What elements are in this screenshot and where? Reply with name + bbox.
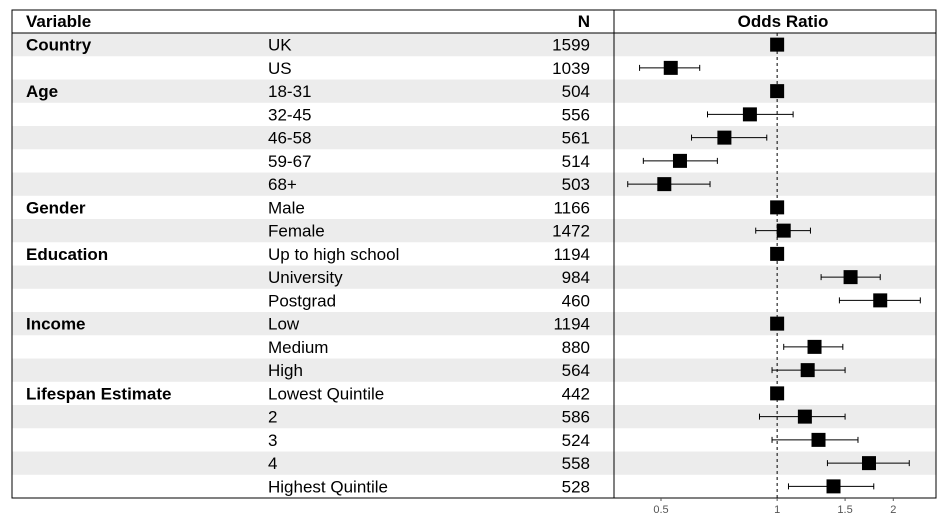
odds-ratio-point [770,386,785,401]
n-value: 561 [562,129,590,148]
table-border [11,9,937,499]
level-label: 68+ [268,175,297,194]
row-band [12,219,936,243]
n-value: 504 [562,82,590,101]
n-value: 528 [562,477,590,496]
level-label: UK [268,36,292,55]
level-label: Low [268,315,300,334]
table-frame [11,9,937,499]
n-value: 558 [562,454,590,473]
x-tick-label: 0.5 [653,504,668,516]
level-label: 46-58 [268,129,311,148]
odds-ratio-point [657,177,672,192]
odds-ratio-point [776,223,791,238]
plot-marks [627,33,921,498]
odds-ratio-point [811,432,826,447]
odds-ratio-point [800,363,815,378]
level-label: Highest Quintile [268,477,388,496]
odds-ratio-point [826,479,841,494]
n-header: N [578,12,590,31]
level-label: 18-31 [268,82,311,101]
n-value: 586 [562,408,590,427]
n-value: 460 [562,291,590,310]
n-value: 556 [562,105,590,124]
x-tick-label: 1 [774,504,780,516]
row-bands [12,33,936,475]
odds-ratio-point [797,409,812,424]
row-band [12,265,936,289]
level-label: Female [268,222,325,241]
level-label: Up to high school [268,245,399,264]
odds-ratio-point [770,200,785,215]
level-label: Postgrad [268,291,336,310]
odds-ratio-point [672,153,687,168]
row-band [12,172,936,196]
x-tick-label: 1.5 [837,504,852,516]
n-value: 1194 [553,315,590,334]
group-label: Country [26,36,92,55]
odds-ratio-point [717,130,732,145]
odds-ratio-point [807,339,822,354]
odds-ratio-point [770,37,785,52]
n-value: 524 [562,431,590,450]
n-value: 1039 [552,59,590,78]
n-value: 1166 [553,198,590,217]
variable-header: Variable [26,12,91,31]
x-tick-label: 2 [890,504,896,516]
level-label: Male [268,198,305,217]
n-value: 1599 [552,36,590,55]
row-band [12,33,936,57]
odds-ratio-header: Odds Ratio [738,12,829,31]
group-label: Education [26,245,108,264]
odds-ratio-point [843,270,858,285]
odds-ratio-point [770,246,785,261]
odds-ratio-point [742,107,757,122]
n-value: 503 [562,175,590,194]
level-label: Medium [268,338,328,357]
n-value: 880 [562,338,590,357]
row-band [12,79,936,103]
level-label: 2 [268,408,277,427]
odds-ratio-point [873,293,888,308]
n-value: 442 [562,384,590,403]
level-label: US [268,59,292,78]
row-band [12,126,936,150]
group-label: Gender [26,198,86,217]
n-value: 1194 [553,245,590,264]
row-band [12,405,936,429]
group-label: Lifespan Estimate [26,384,172,403]
n-value: 514 [562,152,590,171]
n-value: 564 [562,361,590,380]
group-label: Income [26,315,86,334]
level-label: 3 [268,431,277,450]
row-band [12,451,936,475]
group-label: Age [26,82,58,101]
odds-ratio-point [770,316,785,331]
level-label: University [268,268,343,287]
x-axis-ticks: 0.5 1 1.5 2 [653,498,896,516]
row-band [12,312,936,336]
n-value: 1472 [552,222,590,241]
level-label: High [268,361,303,380]
level-label: 32-45 [268,105,311,124]
odds-ratio-point [861,456,876,471]
odds-ratio-point [770,84,785,99]
level-label: Lowest Quintile [268,384,384,403]
n-value: 984 [562,268,590,287]
level-label: 59-67 [268,152,311,171]
odds-ratio-point [663,60,678,75]
row-band [12,358,936,382]
level-label: 4 [268,454,277,473]
